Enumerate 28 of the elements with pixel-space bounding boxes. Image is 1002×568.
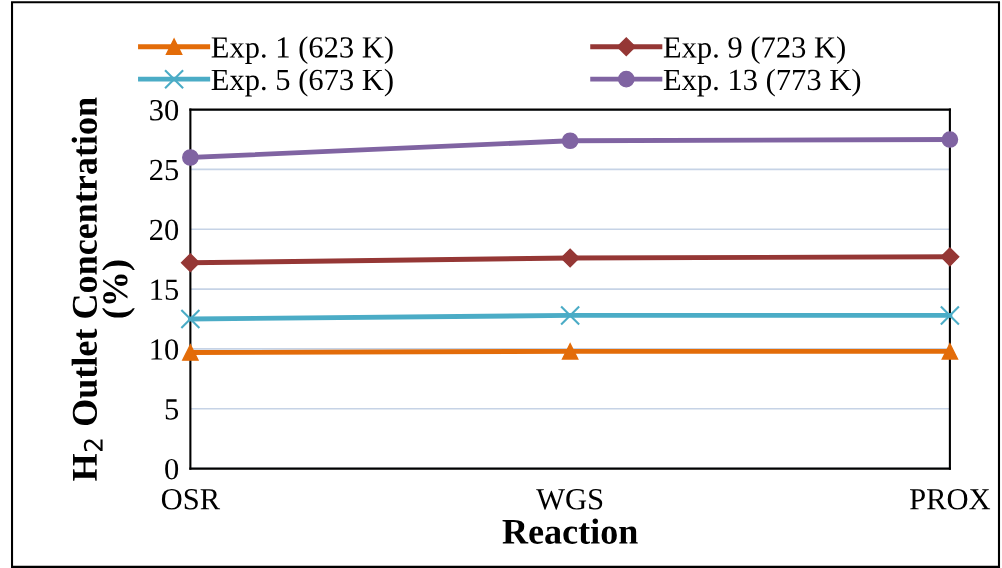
point xyxy=(940,247,960,267)
legend-label: Exp. 5 (673 K) xyxy=(211,68,393,97)
point xyxy=(180,253,200,273)
x-tick-label: WGS xyxy=(536,489,603,510)
y-axis-title: H$_{2}$ Outlet Concentration (%) xyxy=(71,97,135,481)
point xyxy=(561,343,579,360)
y-tick-label: 15 xyxy=(151,279,179,301)
point xyxy=(180,308,201,330)
y-tick-label: 30 xyxy=(150,99,179,121)
x-axis-title: Reaction xyxy=(502,518,638,544)
y-tick-label: 25 xyxy=(150,159,179,181)
point xyxy=(561,132,579,150)
point xyxy=(939,305,960,326)
legend-label: Exp. 13 (773 K) xyxy=(663,68,861,97)
point xyxy=(182,149,199,166)
point xyxy=(560,248,580,268)
point xyxy=(560,305,581,326)
y-tick-label: 20 xyxy=(150,219,179,241)
point xyxy=(941,343,959,360)
point xyxy=(941,131,959,148)
y-tick-label: 0 xyxy=(165,458,179,480)
x-tick-label: PROX xyxy=(910,489,991,510)
x-tick-label: OSR xyxy=(161,489,221,510)
point xyxy=(182,344,199,361)
y-tick-label: 5 xyxy=(165,399,179,420)
legend-label: Exp. 9 (723 K) xyxy=(663,36,845,64)
legend-label: Exp. 1 (623 K) xyxy=(211,36,393,64)
y-tick-label: 10 xyxy=(151,339,179,360)
